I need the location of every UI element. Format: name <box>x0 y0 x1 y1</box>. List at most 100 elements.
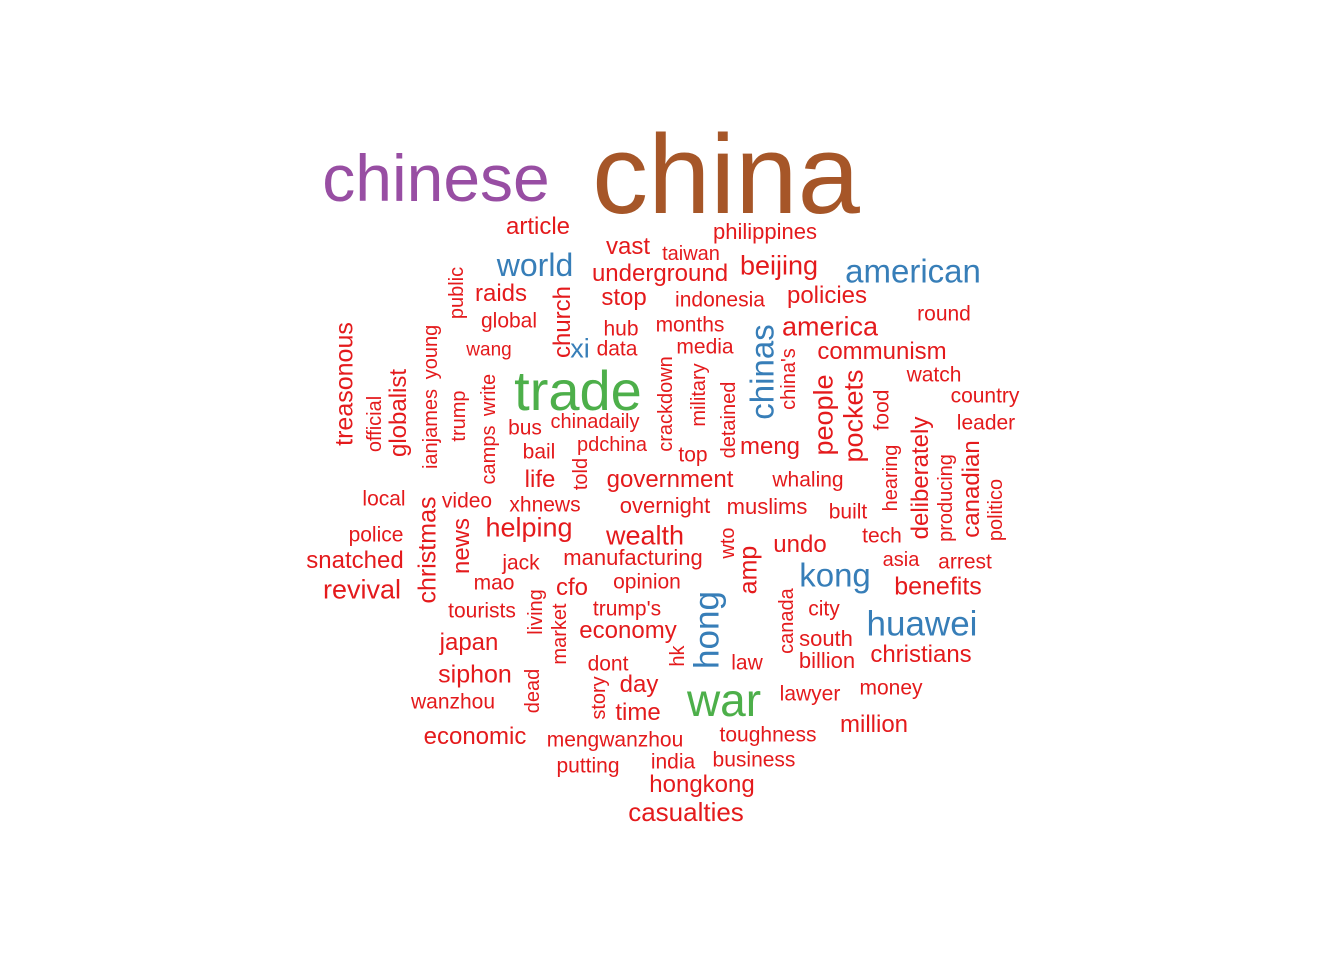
word-told: told <box>570 457 592 491</box>
word-tourists: tourists <box>448 599 516 623</box>
word-wanzhou: wanzhou <box>410 690 496 714</box>
word-underground: underground <box>591 260 729 287</box>
word-philippines: philippines <box>713 219 817 244</box>
word-putting: putting <box>556 754 620 778</box>
word-cfo: cfo <box>555 574 589 601</box>
word-official: official <box>364 395 386 453</box>
word-detained: detained <box>718 381 740 459</box>
word-economy: economy <box>579 617 677 644</box>
word-treasonous: treasonous <box>330 322 359 446</box>
word-trump-s: trump's <box>592 597 662 621</box>
word-xi: xi <box>570 333 590 364</box>
word-snatched: snatched <box>306 547 404 574</box>
word-crackdown: crackdown <box>655 356 677 452</box>
word-policies: policies <box>786 282 868 309</box>
word-dont: dont <box>587 652 629 676</box>
word-siphon: siphon <box>438 660 512 689</box>
word-video: video <box>441 489 493 513</box>
word-bail: bail <box>522 440 556 464</box>
word-media: media <box>676 335 734 359</box>
word-hub: hub <box>603 317 639 341</box>
word-south: south <box>799 626 853 651</box>
word-huawei: huawei <box>866 604 978 644</box>
word-taiwan: taiwan <box>662 243 720 265</box>
word-american: american <box>845 252 981 290</box>
word-wang: wang <box>466 339 512 361</box>
word-public: public <box>446 266 468 320</box>
word-news: news <box>448 517 475 575</box>
word-casualties: casualties <box>628 797 744 827</box>
word-communism: communism <box>817 338 947 365</box>
word-jack: jack <box>502 551 540 575</box>
word-time: time <box>615 699 661 726</box>
word-asia: asia <box>882 549 920 571</box>
word-country: country <box>950 384 1020 408</box>
word-watch: watch <box>906 363 962 387</box>
word-government: government <box>606 466 734 493</box>
word-city: city <box>808 597 840 621</box>
word-xhnews: xhnews <box>509 493 581 517</box>
word-china-s: china's <box>778 348 800 410</box>
word-life: life <box>524 466 556 493</box>
word-raids: raids <box>474 280 528 307</box>
word-japan: japan <box>439 629 499 656</box>
word-million: million <box>839 711 909 738</box>
word-write: write <box>478 373 500 417</box>
word-economic: economic <box>423 723 527 750</box>
word-article: article <box>505 213 571 240</box>
word-america: america <box>781 311 879 342</box>
word-day: day <box>619 671 659 698</box>
word-chinadaily: chinadaily <box>550 411 640 433</box>
word-vast: vast <box>605 233 651 260</box>
word-local: local <box>362 487 406 511</box>
word-food: food <box>870 389 894 431</box>
word-global: global <box>480 309 538 333</box>
word-bus: bus <box>508 416 542 440</box>
word-canada: canada <box>776 588 798 654</box>
word-young: young <box>420 324 442 380</box>
word-war: war <box>686 674 762 726</box>
word-trump: trump <box>448 390 470 442</box>
word-tech: tech <box>862 524 902 548</box>
word-amp: amp <box>734 545 763 595</box>
word-business: business <box>712 748 796 772</box>
word-ianjames: ianjames <box>420 388 442 470</box>
word-manufacturing: manufacturing <box>563 545 703 570</box>
word-people: people <box>808 374 839 456</box>
word-living: living <box>525 589 547 635</box>
word-hongkong: hongkong <box>649 771 755 798</box>
word-undo: undo <box>773 531 827 558</box>
word-law: law <box>731 651 763 675</box>
word-camps: camps <box>478 425 500 485</box>
word-trade: trade <box>514 359 642 422</box>
word-christians: christians <box>870 641 972 668</box>
word-top: top <box>678 443 708 467</box>
word-opinion: opinion <box>613 570 681 594</box>
word-pockets: pockets <box>838 369 869 463</box>
word-politico: politico <box>985 478 1007 542</box>
word-dead: dead <box>522 668 544 714</box>
word-hong: hong <box>687 591 727 669</box>
word-mao: mao <box>473 571 515 595</box>
word-hk: hk <box>667 645 689 667</box>
word-wealth: wealth <box>605 520 685 551</box>
word-world: world <box>496 247 574 283</box>
word-church: church <box>549 285 576 359</box>
word-military: military <box>688 363 710 427</box>
word-india: india <box>650 750 696 774</box>
word-billion: billion <box>798 648 856 673</box>
word-muslims: muslims <box>726 494 808 519</box>
word-market: market <box>549 603 571 665</box>
word-arrest: arrest <box>938 550 992 574</box>
word-producing: producing <box>935 454 957 542</box>
word-built: built <box>828 500 868 524</box>
word-whaling: whaling <box>772 468 844 492</box>
word-chinese: chinese <box>322 141 550 215</box>
word-overnight: overnight <box>619 493 711 518</box>
word-revival: revival <box>322 574 402 605</box>
word-police: police <box>348 523 404 547</box>
word-toughness: toughness <box>719 723 817 747</box>
word-pdchina: pdchina <box>576 434 648 456</box>
word-round: round <box>917 302 971 326</box>
word-kong: kong <box>799 556 871 594</box>
